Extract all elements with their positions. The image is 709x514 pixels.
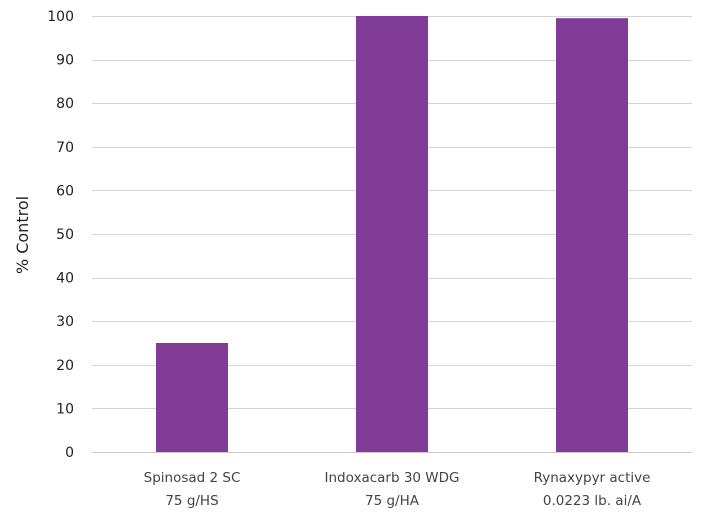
y-tick-label: 20 <box>56 358 74 374</box>
y-tick-label: 100 <box>47 9 74 25</box>
x-category-label: Spinosad 2 SC 75 g/HS <box>144 470 241 509</box>
y-tick-label: 10 <box>56 401 74 417</box>
x-category-label-line: Spinosad 2 SC <box>144 470 241 486</box>
x-category-label-line: 75 g/HA <box>365 493 420 509</box>
y-tick-label: 70 <box>56 140 74 156</box>
y-tick-label: 0 <box>65 445 74 461</box>
y-tick-label: 40 <box>56 271 74 287</box>
y-tick-label: 50 <box>56 227 74 243</box>
x-axis-categories: Spinosad 2 SC 75 g/HS Indoxacarb 30 WDG 75 … <box>144 470 651 509</box>
y-tick-label: 90 <box>56 53 74 69</box>
y-axis-ticks: 0 10 20 30 40 50 60 70 80 90 100 <box>47 9 74 461</box>
y-axis-title: % Control <box>13 196 32 274</box>
x-category-label: Rynaxypyr active 0.0223 lb. ai/A <box>534 470 651 509</box>
y-tick-label: 80 <box>56 96 74 112</box>
x-category-label-line: 0.0223 lb. ai/A <box>543 493 642 509</box>
bar <box>556 18 628 453</box>
y-tick-label: 60 <box>56 183 74 199</box>
x-category-label-line: Rynaxypyr active <box>534 470 651 486</box>
bar <box>156 343 228 452</box>
x-category-label-line: 75 g/HS <box>165 493 218 509</box>
x-category-label: Indoxacarb 30 WDG 75 g/HA <box>325 470 460 509</box>
bar <box>356 16 428 452</box>
x-category-label-line: Indoxacarb 30 WDG <box>325 470 460 486</box>
y-tick-label: 30 <box>56 314 74 330</box>
bars <box>156 16 628 453</box>
